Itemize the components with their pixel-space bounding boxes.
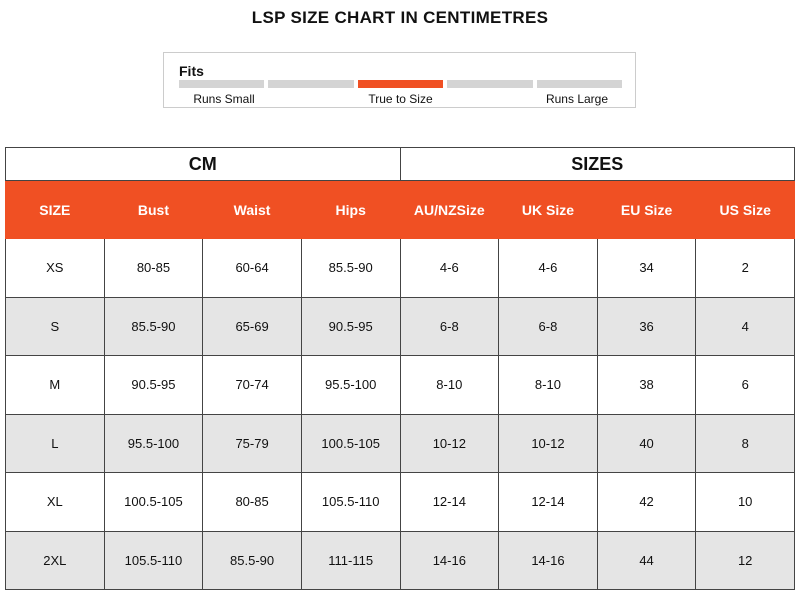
table-cell: 100.5-105 [300,413,401,473]
table-cell: 14-16 [498,530,598,590]
table-row: XS 80-85 60-64 85.5-90 4-6 4-6 34 2 [5,238,795,298]
table-cell: 40 [596,413,697,473]
fits-label: Fits [179,63,204,79]
column-header: UK Size [498,180,598,239]
fit-scale-label: True to Size [368,92,433,106]
table-cell: 14-16 [399,530,500,590]
table-cell: 8-10 [399,355,500,415]
table-row: 2XL 105.5-110 85.5-90 111-115 14-16 14-16 44 12 [5,530,795,590]
fits-widget: Fits Runs Small True to Size Runs Large [163,52,636,108]
table-cell: 111-115 [300,530,401,590]
table-cell: 2XL [5,530,105,590]
table-cell: 42 [596,472,697,532]
table-cell: 4-6 [498,238,598,298]
table-row: S 85.5-90 65-69 90.5-95 6-8 6-8 36 4 [5,296,795,356]
table-cell: 10 [695,472,795,532]
fit-scale-bar [179,80,623,88]
table-cell: 12 [695,530,795,590]
table-cell: 60-64 [202,238,302,298]
fit-segment [357,80,444,88]
table-row: XL 100.5-105 80-85 105.5-110 12-14 12-14 42 10 [5,472,795,532]
table-cell: 105.5-110 [103,530,204,590]
table-cell: 90.5-95 [103,355,204,415]
table-row: L 95.5-100 75-79 100.5-105 10-12 10-12 40 8 [5,413,795,473]
table-cell: 8 [695,413,795,473]
table-cell: 2 [695,238,795,298]
table-cell: 95.5-100 [300,355,401,415]
table-cell: 65-69 [202,296,302,356]
table-cell: 6-8 [399,296,500,356]
table-cell: 6-8 [498,296,598,356]
table-cell: 10-12 [498,413,598,473]
table-row: M 90.5-95 70-74 95.5-100 8-10 8-10 38 6 [5,355,795,415]
table-cell: 12-14 [498,472,598,532]
group-header-row: CM SIZES [5,147,795,181]
group-header: CM [5,147,401,181]
table-cell: XS [5,238,105,298]
fit-scale-label: Runs Small [193,92,255,106]
table-cell: 80-85 [202,472,302,532]
table-cell: 8-10 [498,355,598,415]
table-cell: 4-6 [399,238,500,298]
column-header: US Size [695,180,795,239]
column-header: AU/NZSize [399,180,500,239]
table-cell: 95.5-100 [103,413,204,473]
fit-segment [536,80,623,88]
table-cell: M [5,355,105,415]
table-cell: XL [5,472,105,532]
table-cell: 6 [695,355,795,415]
column-header: Bust [103,180,204,239]
table-cell: 100.5-105 [103,472,204,532]
column-header: EU Size [596,180,697,239]
table-cell: 4 [695,296,795,356]
table-cell: 34 [596,238,697,298]
table-cell: 85.5-90 [103,296,204,356]
table-cell: 90.5-95 [300,296,401,356]
fit-segment [268,80,354,88]
table-cell: 44 [596,530,697,590]
table-cell: 36 [596,296,697,356]
table-cell: 70-74 [202,355,302,415]
table-cell: S [5,296,105,356]
group-header: SIZES [399,147,795,181]
table-cell: 10-12 [399,413,500,473]
column-header: Hips [300,180,401,239]
column-header: SIZE [5,180,105,239]
title: LSP SIZE CHART IN CENTIMETRES [251,8,549,27]
size-table: CM SIZES SIZE Bust Waist Hips AU/NZSize UK Siz… [5,147,795,590]
table-cell: 105.5-110 [300,472,401,532]
column-header: Waist [202,180,302,239]
fit-segment [179,80,265,88]
fit-segment [447,80,533,88]
table-cell: 75-79 [202,413,302,473]
fit-scale-labels: Runs Small True to Size Runs Large [179,92,622,106]
table-cell: 38 [596,355,697,415]
table-cell: 85.5-90 [300,238,401,298]
table-cell: 85.5-90 [202,530,302,590]
table-cell: 80-85 [103,238,204,298]
fit-scale-label: Runs Large [545,92,609,106]
table-cell: L [5,413,105,473]
table-body: XS 80-85 60-64 85.5-90 4-6 4-6 34 2 S 85.5-90 65-6… [5,238,795,590]
column-header-row: SIZE Bust Waist Hips AU/NZSize UK Size EU Size… [5,180,795,239]
table-cell: 12-14 [399,472,500,532]
